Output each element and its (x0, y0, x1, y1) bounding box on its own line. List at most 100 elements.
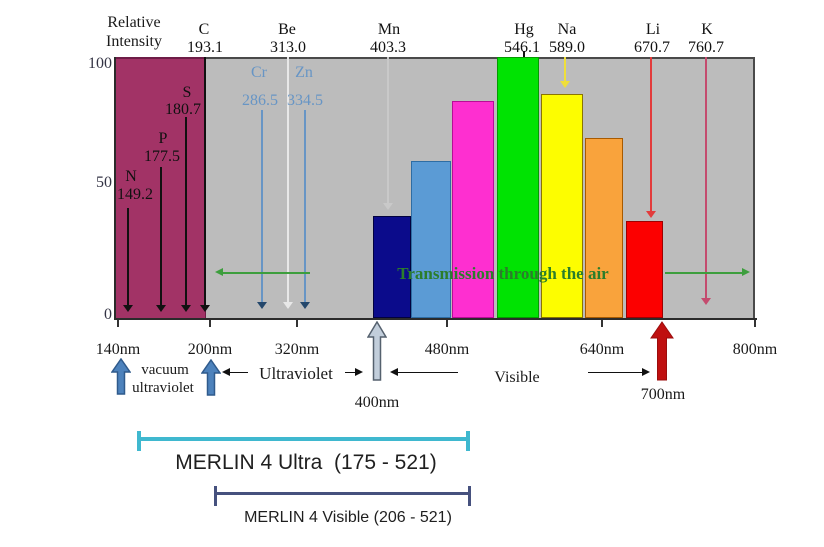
merlin-4-ultra-bracket-cap-left (137, 431, 141, 451)
x-tick-label-480nm: 480nm (424, 341, 470, 358)
visible-range-left-arrow-line (397, 371, 458, 374)
bar-yellow (541, 93, 583, 318)
y-tick-label-50: 50 (96, 174, 112, 191)
element-arrowhead-S-icon (181, 305, 191, 312)
vacuum-ultraviolet-label-line2: ultraviolet (132, 380, 194, 396)
element-wavelength-Li: 670.7 (634, 39, 670, 56)
element-symbol-Be: Be (278, 21, 296, 38)
y-axis-title-line1: Relative (107, 14, 161, 31)
vacuum-ultraviolet-label-line1: vacuum (141, 362, 189, 378)
vacuum-uv-arrow-140nm (111, 358, 131, 395)
element-line-Li (650, 57, 652, 211)
y-tick-label-100: 100 (88, 55, 112, 72)
vacuum-uv-arrow-200nm (201, 359, 221, 396)
element-symbol-K: K (701, 21, 713, 38)
element-wavelength-S: 180.7 (165, 101, 201, 118)
element-symbol-Mn: Mn (377, 21, 401, 38)
x-tick-label-140nm: 140nm (95, 341, 141, 358)
x-tick-140nm (117, 320, 119, 327)
element-arrowhead-C-icon (200, 305, 210, 312)
uv-range-right-arrow-line (345, 371, 356, 374)
element-arrowhead-Mn-icon (383, 203, 393, 210)
y-axis-title-line2: Intensity (106, 33, 162, 50)
x-tick-480nm (446, 320, 448, 327)
visible-label: Visible (494, 369, 540, 386)
transmission-left-arrow (215, 268, 310, 277)
visible-range-left-arrowhead-icon (390, 368, 398, 376)
element-symbol-S: S (182, 84, 192, 101)
bar-violet (373, 216, 411, 318)
merlin-4-ultra-bracket-bar (137, 437, 470, 441)
element-line-Hg (523, 51, 525, 57)
uv-range-left-arrowhead-icon (222, 368, 230, 376)
element-symbol-Hg: Hg (514, 21, 534, 38)
y-axis-title: Relative Intensity (106, 13, 162, 51)
element-wavelength-N: 149.2 (117, 186, 153, 203)
visible-range-right-arrowhead-icon (642, 368, 650, 376)
label-400nm: 400nm (354, 394, 400, 411)
element-wavelength-C: 193.1 (187, 39, 223, 56)
element-arrowhead-Be-icon (283, 302, 293, 309)
element-symbol-Zn: Zn (295, 64, 313, 81)
element-wavelength-Na: 589.0 (549, 39, 585, 56)
x-tick-label-320nm: 320nm (274, 341, 320, 358)
x-axis-line (114, 318, 757, 320)
element-line-Be (287, 57, 289, 302)
bar-blue (411, 161, 451, 318)
merlin-4-visible-label: MERLIN 4 Visible (206 - 521) (244, 509, 452, 526)
element-arrowhead-Zn-icon (300, 302, 310, 309)
element-arrowhead-P-icon (156, 305, 166, 312)
ultraviolet-label: Ultraviolet (259, 364, 333, 383)
x-tick-640nm (601, 320, 603, 327)
merlin-4-visible-bracket-cap-left (214, 486, 217, 506)
element-arrowhead-Na-icon (560, 81, 570, 88)
transmission-right-arrow (665, 268, 750, 277)
element-symbol-Cr: Cr (251, 64, 267, 81)
merlin-4-ultra-bracket-cap-right (466, 431, 470, 451)
bar-red (626, 221, 663, 318)
x-tick-label-200nm: 200nm (187, 341, 233, 358)
element-line-S (185, 117, 187, 305)
bar-orange (585, 137, 623, 318)
transmission-label: Transmission through the air (397, 264, 609, 283)
element-symbol-Na: Na (557, 21, 577, 38)
uv-range-left-arrow (222, 368, 248, 377)
merlin-4-ultra-label: MERLIN 4 Ultra (175 - 521) (175, 451, 437, 474)
visible-range-right-arrow-line (588, 371, 643, 374)
element-arrowhead-K-icon (701, 298, 711, 305)
element-symbol-N: N (125, 168, 137, 185)
element-line-N (127, 208, 129, 305)
visible-range-right-arrow (588, 368, 650, 377)
element-line-P (160, 167, 162, 305)
element-line-Mn (387, 57, 389, 203)
x-tick-200nm (209, 320, 211, 327)
visible-range-left-arrow (390, 368, 458, 377)
element-line-Zn (304, 110, 306, 302)
element-line-Na (564, 57, 566, 81)
element-arrowhead-Li-icon (646, 211, 656, 218)
transmission-left-arrow-line (222, 271, 310, 274)
element-wavelength-Mn: 403.3 (370, 39, 406, 56)
element-wavelength-Hg: 546.1 (504, 39, 540, 56)
uv-range-right-arrow (345, 368, 363, 377)
merlin-4-visible-bracket-cap-right (468, 486, 471, 506)
element-line-C (204, 57, 206, 305)
element-line-Cr (261, 110, 263, 302)
uv-range-left-arrow-line (229, 371, 248, 374)
element-arrowhead-N-icon (123, 305, 133, 312)
merlin-4-visible-bracket-bar (214, 492, 471, 495)
transmission-right-arrow-line (665, 271, 743, 274)
element-wavelength-K: 760.7 (688, 39, 724, 56)
element-wavelength-P: 177.5 (144, 148, 180, 165)
transmission-left-arrowhead-icon (215, 268, 223, 276)
uv-range-right-arrowhead-icon (355, 368, 363, 376)
y-tick-label-0: 0 (104, 306, 112, 323)
element-line-K (705, 57, 707, 298)
x-tick-320nm (296, 320, 298, 327)
element-symbol-P: P (158, 130, 168, 147)
arrow-400nm (367, 321, 387, 381)
element-arrowhead-Cr-icon (257, 302, 267, 309)
bar-green (497, 57, 539, 318)
